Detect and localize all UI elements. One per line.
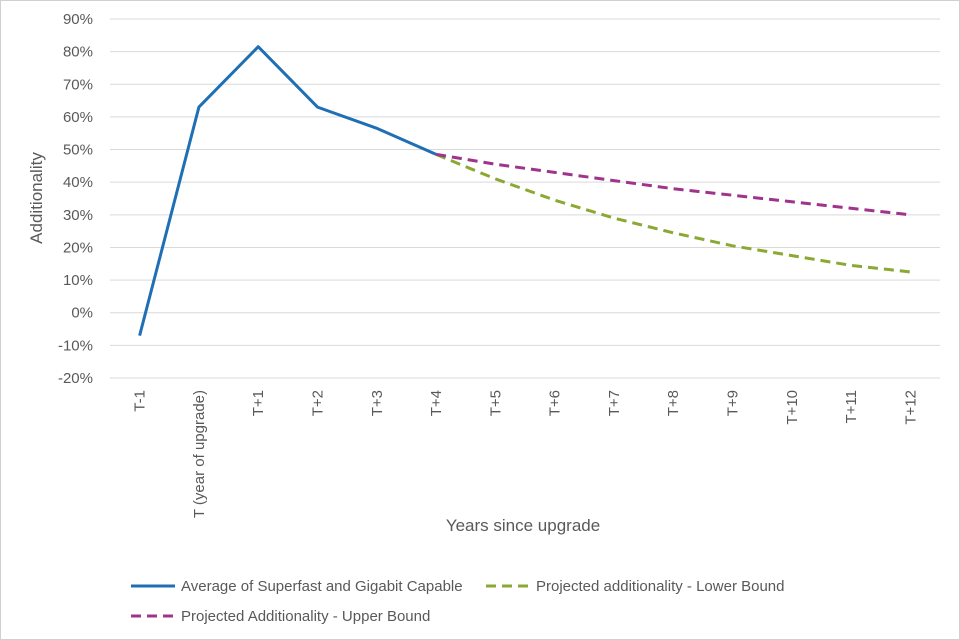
x-tick-label: T+7 [606,390,623,416]
x-axis-title: Years since upgrade [446,516,600,535]
x-tick-label: T+3 [369,390,386,416]
x-tick-label: T+12 [902,390,919,425]
legend-label-average: Average of Superfast and Gigabit Capable [181,578,463,595]
y-tick-label: 40% [63,174,93,191]
y-tick-label: 10% [63,272,93,289]
x-tick-label: T-1 [132,390,149,412]
legend: Average of Superfast and Gigabit Capable… [131,578,784,625]
x-tick-label: T+9 [725,390,742,416]
y-tick-label: 70% [63,76,93,93]
y-axis-tick-labels: -20% -10% 0% 10% 20% 30% 40% 50% 60% 70% 80% 90% [58,11,93,387]
y-tick-label: 20% [63,239,93,256]
y-tick-label: 90% [63,11,93,28]
series-line-0 [138,45,437,336]
y-axis-title: Additionality [27,152,46,244]
y-tick-label: -10% [58,337,93,354]
x-tick-label: T+4 [428,390,445,416]
x-tick-label: T+10 [784,390,801,425]
y-tick-label: -20% [58,370,93,387]
y-tick-label: 30% [63,207,93,224]
x-tick-label: T+8 [665,390,682,416]
x-tick-label: T+1 [250,390,267,416]
x-axis-tick-labels: T-1 T (year of upgrade) T+1 T+2 T+3 T+4 T+5 T+6… [132,390,920,518]
y-tick-label: 80% [63,44,93,61]
gridlines [110,18,940,379]
x-tick-label: T+11 [843,390,860,424]
x-tick-label: T+6 [547,390,564,416]
y-tick-label: 50% [63,142,93,159]
legend-label-lower-bound: Projected additionality - Lower Bound [536,578,784,595]
x-tick-label: T+2 [310,390,327,416]
x-tick-label: T+5 [487,390,504,416]
legend-label-upper-bound: Projected Additionality - Upper Bound [181,608,430,625]
series-lines [138,45,911,336]
y-tick-label: 0% [71,305,93,322]
y-tick-label: 60% [63,109,93,126]
series-line-1 [435,153,911,274]
series-line-2 [435,152,911,217]
x-tick-label: T (year of upgrade) [191,390,208,518]
